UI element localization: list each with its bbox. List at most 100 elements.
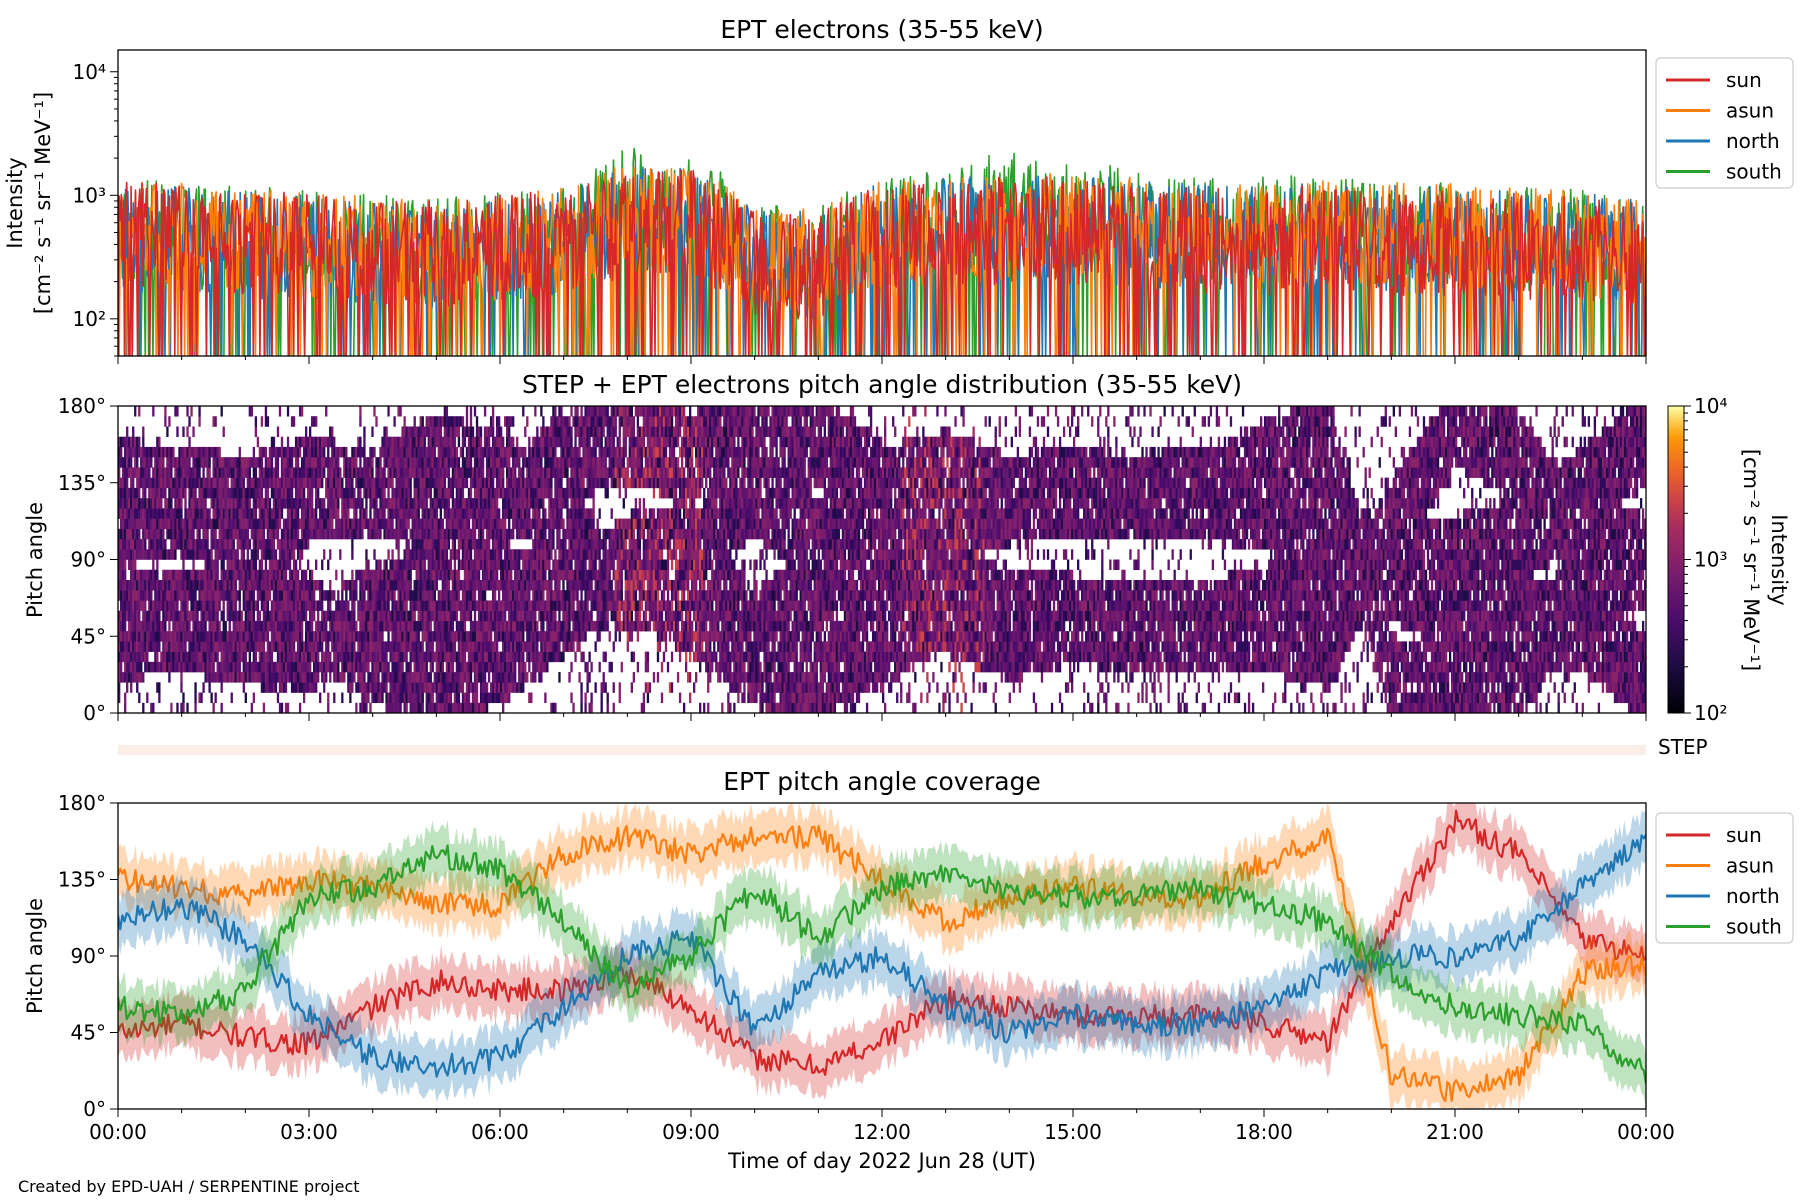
heatmap-cell — [435, 702, 438, 713]
heatmap-cell — [451, 600, 455, 611]
heatmap-cell — [445, 692, 449, 704]
heatmap-cell — [302, 610, 306, 622]
heatmap-cell — [226, 672, 229, 683]
heatmap-cell — [228, 641, 231, 652]
heatmap-cell — [158, 508, 161, 519]
heatmap-cell — [443, 651, 447, 663]
heatmap-cell — [481, 620, 485, 632]
heatmap-cell — [445, 559, 449, 571]
heatmap-cell — [419, 539, 422, 550]
heatmap-cell — [309, 498, 312, 509]
heatmap-cell — [150, 631, 153, 642]
heatmap-cell — [315, 446, 318, 458]
heatmap-cell — [550, 641, 553, 652]
heatmap-cell — [126, 446, 129, 458]
heatmap-cell — [170, 487, 173, 499]
heatmap-cell — [469, 682, 473, 693]
heatmap-cell — [391, 590, 394, 601]
heatmap-cell — [463, 498, 467, 509]
heatmap-cell — [407, 610, 410, 622]
heatmap-cell — [282, 528, 286, 540]
heatmap-cell — [417, 579, 420, 591]
heatmap-cell — [433, 631, 436, 642]
heatmap-cell — [508, 426, 511, 437]
heatmap-cell — [487, 467, 491, 478]
heatmap-cell — [144, 446, 147, 458]
heatmap-cell — [421, 641, 424, 652]
heatmap-cell — [212, 569, 215, 581]
heatmap-cell — [232, 641, 235, 652]
heatmap-cell — [198, 518, 201, 530]
heatmap-cell — [540, 406, 543, 417]
heatmap-cell — [230, 672, 233, 683]
heatmap-cell — [475, 498, 479, 509]
heatmap-cell — [349, 661, 352, 673]
heatmap-cell — [475, 416, 479, 427]
heatmap-cell — [158, 590, 161, 601]
heatmap-cell — [140, 549, 143, 560]
heatmap-cell — [190, 498, 193, 509]
heatmap-cell — [475, 549, 479, 560]
heatmap-cell — [375, 416, 378, 427]
heatmap-cell — [403, 682, 406, 693]
heatmap-cell — [453, 641, 457, 652]
heatmap-cell — [132, 672, 135, 683]
heatmap-cell — [206, 590, 209, 601]
heatmap-cell — [335, 487, 338, 499]
heatmap-cell — [298, 487, 302, 499]
heatmap-cell — [421, 539, 424, 550]
heatmap-cell — [252, 559, 256, 571]
heatmap-cell — [313, 467, 316, 478]
heatmap-cell — [216, 446, 219, 458]
heatmap-cell — [431, 436, 434, 448]
heatmap-cell — [190, 569, 193, 581]
heatmap-cell — [126, 498, 129, 509]
heatmap-cell — [429, 692, 432, 704]
heatmap-cell — [419, 620, 422, 632]
heatmap-cell — [506, 692, 509, 704]
heatmap-cell — [359, 620, 362, 632]
heatmap-cell — [244, 672, 247, 683]
heatmap-cell — [407, 620, 410, 632]
heatmap-cell — [242, 651, 245, 663]
heatmap-cell — [288, 549, 292, 560]
heatmap-cell — [393, 569, 396, 581]
heatmap-cell — [162, 661, 165, 673]
heatmap-cell — [341, 446, 344, 458]
heatmap-cell — [544, 661, 547, 673]
heatmap-cell — [514, 508, 517, 519]
heatmap-cell — [335, 457, 338, 468]
heatmap-cell — [493, 436, 497, 448]
heatmap-cell — [224, 641, 227, 652]
heatmap-cell — [208, 672, 211, 683]
heatmap-cell — [319, 477, 322, 489]
heatmap-cell — [405, 528, 408, 540]
heatmap-cell — [280, 487, 284, 499]
heatmap-cell — [455, 416, 459, 427]
heatmap-cell — [405, 549, 408, 560]
heatmap-cell — [118, 692, 121, 704]
heatmap-cell — [278, 672, 282, 683]
heatmap-cell — [377, 641, 380, 652]
heatmap-cell — [516, 600, 519, 611]
heatmap-cell — [449, 672, 453, 683]
heatmap-cell — [134, 569, 137, 581]
heatmap-cell — [449, 446, 453, 458]
heatmap-cell — [182, 631, 185, 642]
heatmap-cell — [491, 457, 495, 468]
heatmap-cell — [130, 446, 133, 458]
heatmap-cell — [258, 590, 262, 601]
heatmap-cell — [270, 569, 274, 581]
heatmap-cell — [385, 672, 388, 683]
heatmap-cell — [282, 641, 286, 652]
heatmap-cell — [319, 661, 322, 673]
heatmap-cell — [423, 457, 426, 468]
heatmap-cell — [325, 487, 328, 499]
heatmap-cell — [208, 457, 211, 468]
heatmap-cell — [397, 549, 400, 560]
heatmap-cell — [485, 600, 489, 611]
heatmap-cell — [331, 620, 334, 632]
heatmap-cell — [304, 498, 308, 509]
heatmap-cell — [397, 436, 400, 448]
heatmap-cell — [385, 569, 388, 581]
